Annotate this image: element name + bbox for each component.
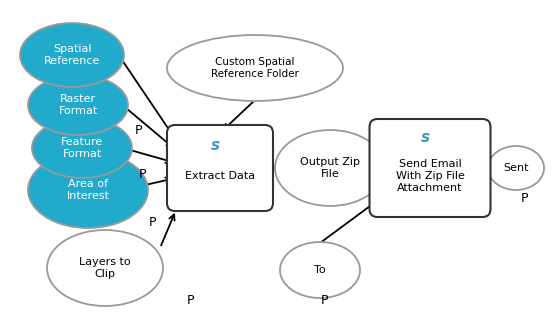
Ellipse shape xyxy=(28,152,148,228)
Ellipse shape xyxy=(28,75,128,135)
Text: P: P xyxy=(148,215,156,228)
Ellipse shape xyxy=(280,242,360,298)
Text: Extract Data: Extract Data xyxy=(185,171,255,181)
Ellipse shape xyxy=(47,230,163,306)
Text: s: s xyxy=(421,130,429,145)
Text: P: P xyxy=(520,192,528,205)
Text: To: To xyxy=(314,265,326,275)
Ellipse shape xyxy=(488,146,544,190)
Text: P: P xyxy=(186,293,194,306)
Text: Layers to
Clip: Layers to Clip xyxy=(79,257,131,279)
FancyBboxPatch shape xyxy=(167,125,273,211)
Ellipse shape xyxy=(167,35,343,101)
Text: P: P xyxy=(134,124,142,136)
Text: P: P xyxy=(139,169,147,182)
Ellipse shape xyxy=(32,118,132,178)
Text: P: P xyxy=(321,293,329,306)
Text: Feature
Format: Feature Format xyxy=(61,137,103,159)
FancyBboxPatch shape xyxy=(369,119,491,217)
Text: Area of
Interest: Area of Interest xyxy=(66,179,109,201)
Text: Send Email
With Zip File
Attachment: Send Email With Zip File Attachment xyxy=(396,159,464,193)
Text: Output Zip
File: Output Zip File xyxy=(300,157,360,179)
Text: s: s xyxy=(210,138,220,153)
Text: Custom Spatial
Reference Folder: Custom Spatial Reference Folder xyxy=(211,57,299,79)
Text: Sent: Sent xyxy=(503,163,529,173)
Ellipse shape xyxy=(20,23,124,87)
Text: Spatial
Reference: Spatial Reference xyxy=(44,44,100,66)
Text: Raster
Format: Raster Format xyxy=(59,94,98,116)
Ellipse shape xyxy=(275,130,385,206)
